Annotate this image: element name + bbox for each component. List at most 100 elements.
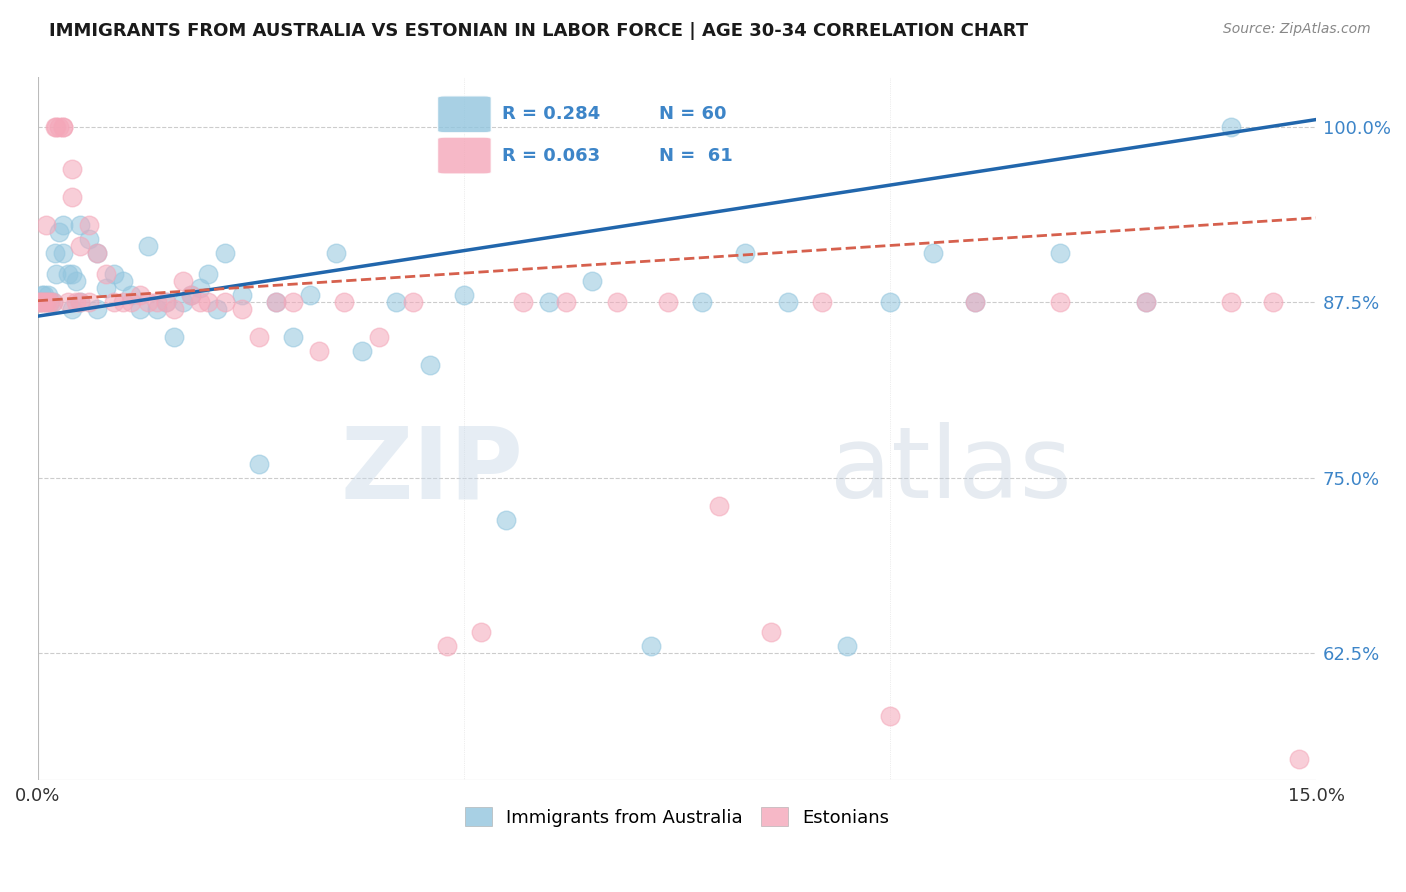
Point — [35, 295, 58, 310]
Point — [146, 302, 169, 317]
Point — [120, 288, 142, 302]
Point — [214, 246, 236, 260]
Point — [436, 639, 458, 653]
Point — [103, 267, 125, 281]
Point — [31, 295, 53, 310]
Point — [129, 302, 152, 317]
Point — [111, 274, 134, 288]
Point — [1219, 295, 1241, 310]
Point — [37, 295, 59, 310]
Point — [155, 295, 177, 310]
Point — [402, 295, 425, 310]
Text: Source: ZipAtlas.com: Source: ZipAtlas.com — [1223, 22, 1371, 37]
Point — [555, 295, 578, 310]
Point — [69, 218, 91, 232]
Point — [60, 267, 83, 281]
Point — [120, 295, 142, 310]
Point — [111, 295, 134, 310]
Point — [45, 267, 67, 281]
Point — [197, 267, 219, 281]
Point — [231, 302, 253, 317]
Point — [45, 120, 67, 134]
Point — [172, 274, 194, 288]
Point — [52, 218, 75, 232]
Point — [453, 288, 475, 302]
Point — [921, 246, 943, 260]
Point — [52, 120, 75, 134]
Point — [657, 295, 679, 310]
Text: atlas: atlas — [831, 422, 1071, 519]
Point — [180, 288, 202, 302]
Point — [52, 120, 75, 134]
Point — [266, 295, 288, 310]
Point — [77, 295, 100, 310]
Point — [1288, 751, 1310, 765]
Point — [60, 161, 83, 176]
Point — [1135, 295, 1157, 310]
Point — [325, 246, 347, 260]
Point — [138, 295, 160, 310]
Point — [146, 295, 169, 310]
Point — [56, 295, 79, 310]
Point — [1135, 295, 1157, 310]
Point — [94, 281, 117, 295]
Point — [39, 295, 62, 310]
Point — [56, 267, 79, 281]
Text: ZIP: ZIP — [340, 422, 523, 519]
Point — [231, 288, 253, 302]
Point — [537, 295, 560, 310]
Point — [606, 295, 628, 310]
Point — [138, 239, 160, 253]
Point — [879, 709, 901, 723]
Point — [155, 295, 177, 310]
Point — [299, 288, 322, 302]
Point — [205, 302, 228, 317]
Point — [77, 232, 100, 246]
Point — [188, 295, 211, 310]
Point — [42, 295, 65, 310]
Point — [69, 295, 91, 310]
Point — [214, 295, 236, 310]
Point — [28, 295, 51, 310]
Point — [581, 274, 603, 288]
Point — [837, 639, 859, 653]
Point — [86, 246, 108, 260]
Point — [692, 295, 714, 310]
Point — [86, 302, 108, 317]
Text: IMMIGRANTS FROM AUSTRALIA VS ESTONIAN IN LABOR FORCE | AGE 30-34 CORRELATION CHA: IMMIGRANTS FROM AUSTRALIA VS ESTONIAN IN… — [49, 22, 1028, 40]
Point — [419, 359, 441, 373]
Point — [308, 344, 330, 359]
Point — [103, 295, 125, 310]
Point — [48, 120, 70, 134]
Point — [197, 295, 219, 310]
Point — [180, 288, 202, 302]
Point — [52, 246, 75, 260]
Point — [1263, 295, 1285, 310]
Point — [640, 639, 662, 653]
Point — [734, 246, 756, 260]
Point — [37, 288, 59, 302]
Point — [495, 513, 517, 527]
Point — [709, 499, 731, 513]
Point — [1049, 295, 1071, 310]
Point — [247, 330, 270, 344]
Point — [94, 267, 117, 281]
Point — [48, 225, 70, 239]
Point — [965, 295, 987, 310]
Point — [367, 330, 389, 344]
Point — [44, 246, 66, 260]
Point — [39, 295, 62, 310]
Point — [69, 295, 91, 310]
Point — [42, 295, 65, 310]
Point — [384, 295, 406, 310]
Point — [30, 295, 52, 310]
Point — [77, 218, 100, 232]
Point — [1049, 246, 1071, 260]
Point — [35, 218, 58, 232]
Point — [60, 190, 83, 204]
Point — [266, 295, 288, 310]
Point — [163, 302, 186, 317]
Point — [283, 295, 305, 310]
Point — [86, 246, 108, 260]
Point — [810, 295, 832, 310]
